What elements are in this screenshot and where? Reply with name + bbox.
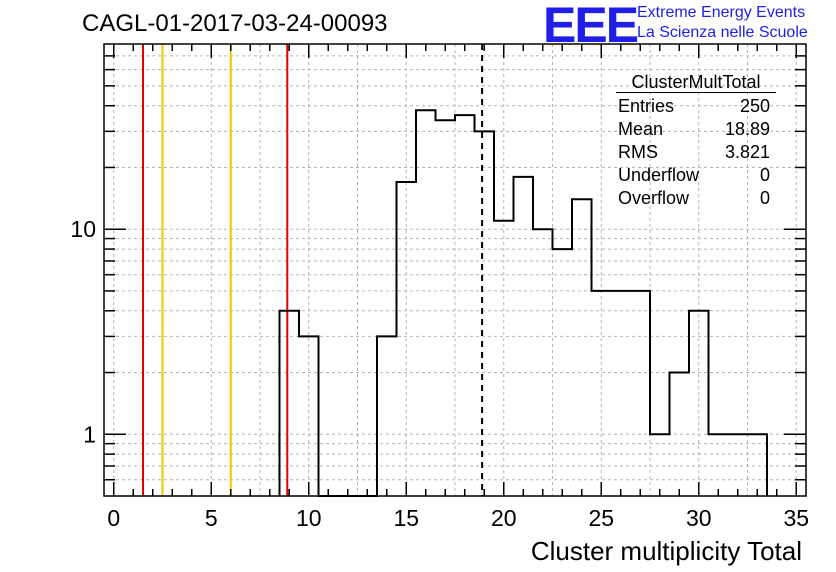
- stats-label: RMS: [618, 142, 658, 162]
- stats-value: 250: [739, 96, 770, 116]
- x-tick-label: 5: [205, 505, 218, 531]
- x-axis-label: Cluster multiplicity Total: [531, 536, 802, 566]
- stats-title: ClusterMultTotal: [616, 72, 776, 93]
- stats-row: Overflow 0: [612, 187, 780, 210]
- stats-row: RMS 3.821: [612, 141, 780, 164]
- marker-lines: [142, 44, 484, 496]
- stats-value: 0: [759, 188, 770, 208]
- stats-row: Underflow 0: [612, 164, 780, 187]
- x-tick-label: 15: [393, 505, 419, 531]
- stats-value: 18.89: [724, 119, 770, 139]
- grid-lines: [104, 44, 806, 496]
- y-tick-label: 10: [70, 216, 96, 242]
- stats-value: 3.821: [724, 142, 770, 162]
- plot-frame: [103, 43, 807, 497]
- stats-label: Mean: [618, 119, 664, 139]
- stats-label: Overflow: [618, 188, 690, 208]
- x-tick-label: 35: [783, 505, 809, 531]
- stats-box: ClusterMultTotal Entries 250 Mean 18.89 RM…: [612, 72, 780, 210]
- logo-caption-line2: La Scienza nelle Scuole: [637, 24, 808, 41]
- logo-caption-line1: Extreme Energy Events: [637, 4, 806, 21]
- x-tick-label: 0: [107, 505, 120, 531]
- stats-value: 0: [759, 165, 770, 185]
- stats-label: Entries: [618, 96, 675, 116]
- x-tick-label: 20: [491, 505, 517, 531]
- x-tick-label: 10: [296, 505, 322, 531]
- stats-label: Underflow: [618, 165, 700, 185]
- histogram-title: CAGL-01-2017-03-24-00093: [82, 10, 388, 37]
- x-tick-label: 30: [686, 505, 712, 531]
- x-tick-label: 25: [588, 505, 614, 531]
- tick-labels: 0 5 10 15 20 25 30 35 1 10: [70, 216, 809, 531]
- stats-row: Entries 250: [612, 95, 780, 118]
- axis-ticks: [104, 44, 806, 496]
- stats-row: Mean 18.89: [612, 118, 780, 141]
- y-tick-label: 1: [83, 421, 96, 447]
